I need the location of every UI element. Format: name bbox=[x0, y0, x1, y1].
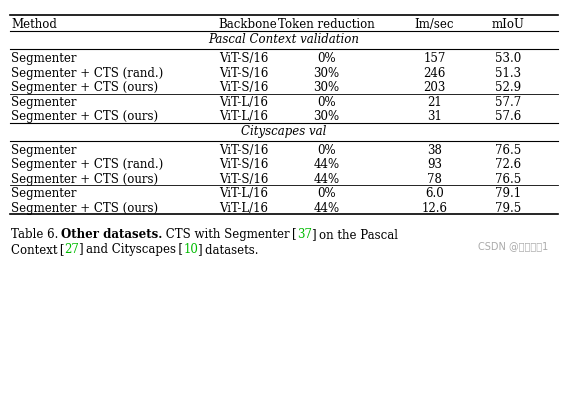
Text: Segmenter + CTS (ours): Segmenter + CTS (ours) bbox=[11, 173, 158, 185]
Text: Segmenter + CTS (rand.): Segmenter + CTS (rand.) bbox=[11, 66, 164, 80]
Text: 30%: 30% bbox=[314, 66, 340, 80]
Text: 52.9: 52.9 bbox=[495, 81, 521, 94]
Text: mIoU: mIoU bbox=[492, 18, 525, 31]
Text: ViT-S/16: ViT-S/16 bbox=[219, 144, 268, 157]
Text: 79.1: 79.1 bbox=[495, 187, 521, 200]
Text: 37: 37 bbox=[296, 228, 312, 241]
Text: Segmenter: Segmenter bbox=[11, 95, 77, 109]
Text: Segmenter: Segmenter bbox=[11, 52, 77, 65]
Text: 44%: 44% bbox=[314, 158, 340, 171]
Text: Segmenter + CTS (ours): Segmenter + CTS (ours) bbox=[11, 110, 158, 123]
Text: Cityscapes val: Cityscapes val bbox=[241, 125, 327, 138]
Text: Pascal Context validation: Pascal Context validation bbox=[208, 33, 360, 46]
Text: ] and Cityscapes [: ] and Cityscapes [ bbox=[80, 243, 183, 256]
Text: Segmenter: Segmenter bbox=[11, 144, 77, 157]
Text: 93: 93 bbox=[427, 158, 442, 171]
Text: 30%: 30% bbox=[314, 110, 340, 123]
Text: ViT-S/16: ViT-S/16 bbox=[219, 173, 268, 185]
Text: 31: 31 bbox=[427, 110, 442, 123]
Text: 0%: 0% bbox=[318, 144, 336, 157]
Text: 157: 157 bbox=[423, 52, 446, 65]
Text: 44%: 44% bbox=[314, 202, 340, 214]
Text: 72.6: 72.6 bbox=[495, 158, 521, 171]
Text: 6.0: 6.0 bbox=[425, 187, 444, 200]
Text: ViT-L/16: ViT-L/16 bbox=[219, 95, 268, 109]
Text: Table 6.: Table 6. bbox=[11, 228, 61, 241]
Text: Context [: Context [ bbox=[11, 243, 65, 256]
Text: Im/sec: Im/sec bbox=[415, 18, 454, 31]
Text: ViT-S/16: ViT-S/16 bbox=[219, 81, 268, 94]
Text: ViT-L/16: ViT-L/16 bbox=[219, 202, 268, 214]
Text: ] datasets.: ] datasets. bbox=[198, 243, 259, 256]
Text: 51.3: 51.3 bbox=[495, 66, 521, 80]
Text: 0%: 0% bbox=[318, 95, 336, 109]
Text: 53.0: 53.0 bbox=[495, 52, 521, 65]
Text: ] on the Pascal: ] on the Pascal bbox=[312, 228, 398, 241]
Text: CSDN @小杨小杨1: CSDN @小杨小杨1 bbox=[478, 241, 548, 251]
Text: 38: 38 bbox=[427, 144, 442, 157]
Text: ViT-S/16: ViT-S/16 bbox=[219, 66, 268, 80]
Text: 76.5: 76.5 bbox=[495, 144, 521, 157]
Text: 0%: 0% bbox=[318, 52, 336, 65]
Text: 57.6: 57.6 bbox=[495, 110, 521, 123]
Text: 27: 27 bbox=[65, 243, 80, 256]
Text: 44%: 44% bbox=[314, 173, 340, 185]
Text: Segmenter + CTS (ours): Segmenter + CTS (ours) bbox=[11, 81, 158, 94]
Text: CTS with Segmenter [: CTS with Segmenter [ bbox=[162, 228, 296, 241]
Text: ViT-L/16: ViT-L/16 bbox=[219, 187, 268, 200]
Text: Segmenter + CTS (rand.): Segmenter + CTS (rand.) bbox=[11, 158, 164, 171]
Text: 10: 10 bbox=[183, 243, 198, 256]
Text: 76.5: 76.5 bbox=[495, 173, 521, 185]
Text: Other datasets.: Other datasets. bbox=[61, 228, 162, 241]
Text: Token reduction: Token reduction bbox=[278, 18, 375, 31]
Text: ViT-S/16: ViT-S/16 bbox=[219, 158, 268, 171]
Text: ViT-S/16: ViT-S/16 bbox=[219, 52, 268, 65]
Text: Method: Method bbox=[11, 18, 57, 31]
Text: 21: 21 bbox=[427, 95, 442, 109]
Text: 57.7: 57.7 bbox=[495, 95, 521, 109]
Text: 0%: 0% bbox=[318, 187, 336, 200]
Text: Segmenter + CTS (ours): Segmenter + CTS (ours) bbox=[11, 202, 158, 214]
Text: 203: 203 bbox=[423, 81, 446, 94]
Text: 30%: 30% bbox=[314, 81, 340, 94]
Text: 78: 78 bbox=[427, 173, 442, 185]
Text: Backbone: Backbone bbox=[219, 18, 277, 31]
Text: Segmenter: Segmenter bbox=[11, 187, 77, 200]
Text: ViT-L/16: ViT-L/16 bbox=[219, 110, 268, 123]
Text: 12.6: 12.6 bbox=[421, 202, 448, 214]
Text: 79.5: 79.5 bbox=[495, 202, 521, 214]
Text: 246: 246 bbox=[423, 66, 446, 80]
